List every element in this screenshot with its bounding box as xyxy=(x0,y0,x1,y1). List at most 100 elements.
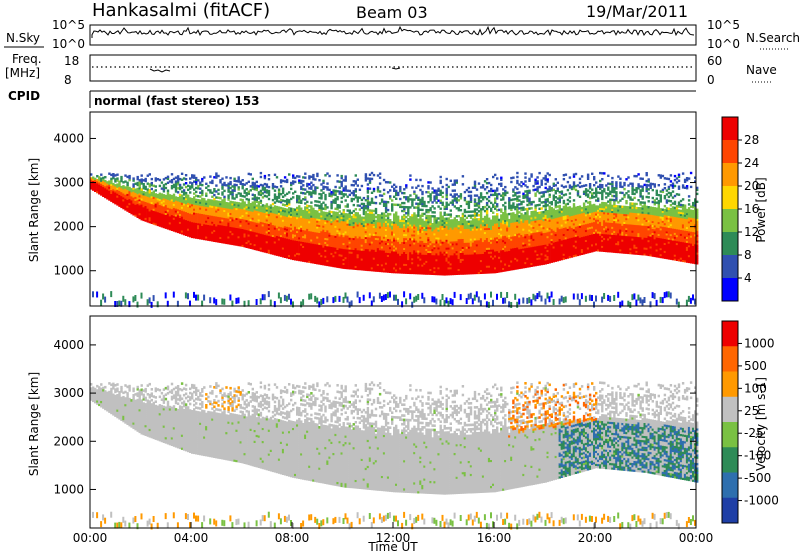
power-cell xyxy=(172,197,176,200)
power-cell xyxy=(128,208,131,211)
power-cell xyxy=(391,247,394,250)
power-cell xyxy=(409,265,412,269)
power-cell xyxy=(255,236,258,239)
power-cell xyxy=(229,222,232,225)
power-cell xyxy=(225,233,228,237)
power-cell xyxy=(231,218,234,222)
power-cell xyxy=(296,240,299,243)
power-cell xyxy=(308,242,311,246)
power-cell xyxy=(340,248,343,251)
power-cell xyxy=(378,261,382,265)
power-cell xyxy=(409,259,412,263)
power-cell xyxy=(324,243,327,246)
power-cell xyxy=(407,243,410,247)
power-cell xyxy=(326,259,329,263)
power-cell xyxy=(352,231,355,235)
power-cell xyxy=(209,209,212,212)
power-cell xyxy=(100,181,103,184)
power-cell xyxy=(207,214,210,218)
power-cell xyxy=(376,265,380,268)
power-cell xyxy=(239,234,242,237)
power-cell xyxy=(415,220,418,223)
power-clutter xyxy=(134,295,137,301)
power-cell xyxy=(352,265,355,268)
power-cell xyxy=(290,197,293,201)
power-cell xyxy=(411,220,414,223)
power-cell xyxy=(132,201,135,204)
power-cell xyxy=(405,196,408,199)
power-cell xyxy=(285,234,289,237)
power-cell xyxy=(358,214,362,217)
power-cell xyxy=(150,213,153,216)
power-cell xyxy=(354,218,357,221)
power-cell xyxy=(108,180,111,183)
power-cell xyxy=(277,220,281,223)
power-cell xyxy=(273,247,277,250)
power-cell xyxy=(197,187,200,190)
power-cell xyxy=(409,232,412,235)
power-cell xyxy=(427,266,430,269)
power-cell xyxy=(352,194,355,197)
power-cell xyxy=(401,271,404,274)
power-cell xyxy=(354,245,357,249)
power-cell xyxy=(215,226,218,229)
power-cell xyxy=(324,251,327,254)
power-cell xyxy=(269,234,273,237)
power-cell xyxy=(209,199,212,202)
power-cell xyxy=(409,222,412,225)
power-cell xyxy=(114,188,117,191)
power-cell xyxy=(164,224,168,227)
power-cell xyxy=(110,177,113,181)
power-cell xyxy=(203,200,206,203)
power-cell xyxy=(354,265,357,268)
power-cell xyxy=(239,210,242,213)
power-cell xyxy=(174,202,178,205)
power-clutter xyxy=(164,292,167,299)
power-cell xyxy=(259,241,263,244)
power-cell xyxy=(144,179,147,183)
power-cell xyxy=(166,223,170,226)
power-cell xyxy=(187,224,190,227)
power-cell xyxy=(421,184,424,188)
power-cell xyxy=(415,264,418,267)
power-cell xyxy=(108,182,111,185)
power-cell xyxy=(219,212,222,216)
power-cell xyxy=(275,213,279,217)
power-cell xyxy=(368,227,372,230)
power-cell xyxy=(221,199,224,202)
power-cell xyxy=(324,233,327,236)
power-cell xyxy=(338,263,341,267)
power-cell xyxy=(378,190,382,193)
power-cell xyxy=(292,218,295,221)
power-cell xyxy=(411,204,414,207)
power-cell xyxy=(223,219,226,222)
power-cell xyxy=(304,228,307,231)
power-cell xyxy=(294,234,297,237)
power-clutter xyxy=(235,297,238,304)
power-cell xyxy=(114,184,117,187)
power-cell xyxy=(378,214,382,217)
power-cell xyxy=(433,227,436,230)
power-cell xyxy=(213,211,216,215)
power-cell xyxy=(296,212,299,216)
power-cell xyxy=(342,209,345,212)
power-cell xyxy=(162,186,166,189)
power-cell xyxy=(182,199,186,202)
power-cell xyxy=(176,199,180,202)
power-cell xyxy=(370,235,374,238)
power-cell xyxy=(441,261,444,264)
power-cell xyxy=(116,177,119,180)
power-cell xyxy=(142,198,145,202)
power-cell xyxy=(130,211,133,215)
power-cell xyxy=(403,227,406,231)
power-cell xyxy=(249,214,252,218)
power-cell xyxy=(397,255,400,258)
power-cell xyxy=(370,177,374,181)
power-cell xyxy=(401,221,404,225)
power-cell xyxy=(401,229,404,232)
power-cell xyxy=(304,230,307,233)
power-cell xyxy=(174,220,178,223)
power-cell xyxy=(364,173,368,176)
power-cell xyxy=(160,195,164,198)
power-cell xyxy=(405,269,408,272)
